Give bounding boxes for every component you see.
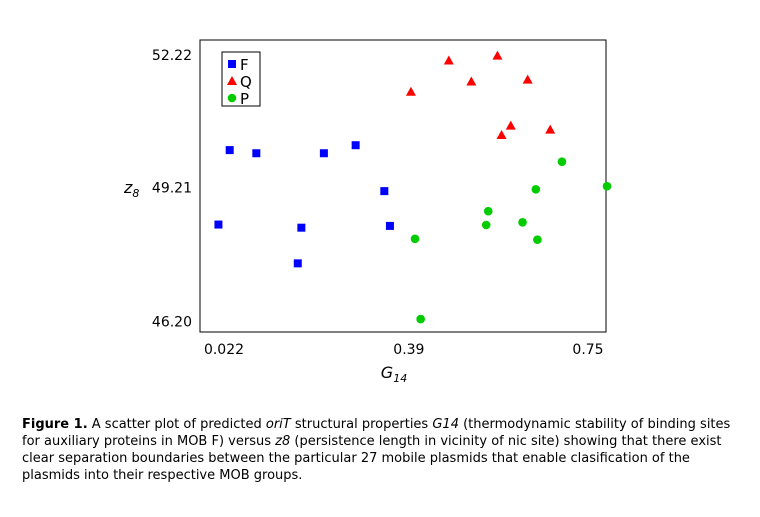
x-tick-label: 0.39 xyxy=(393,342,424,358)
y-tick-label: 46.20 xyxy=(152,315,192,331)
point-p xyxy=(518,218,527,227)
y-tick-label: 49.21 xyxy=(152,181,192,197)
y-axis-label-sub: 8 xyxy=(132,187,139,200)
point-p xyxy=(481,220,491,230)
point-q xyxy=(522,74,533,84)
figure-caption: Figure 1. A scatter plot of predicted or… xyxy=(22,416,742,484)
point-f xyxy=(380,187,389,196)
point-q xyxy=(545,124,556,134)
point-q xyxy=(443,55,454,65)
point-p xyxy=(410,234,420,244)
point-p xyxy=(483,206,493,216)
point-f xyxy=(225,146,234,155)
legend-marker-p xyxy=(227,93,237,103)
x-tick-label: 0.022 xyxy=(204,342,244,358)
ticks-layer: 0.022 0.39 0.75 52.22 49.21 46.20 xyxy=(152,48,604,358)
point-p xyxy=(602,181,612,191)
legend-label-q: Q xyxy=(240,73,252,91)
points-layer xyxy=(214,50,612,324)
point-f xyxy=(297,223,306,232)
point-p xyxy=(533,235,542,245)
legend: FQP xyxy=(221,51,261,108)
point-p xyxy=(531,185,541,194)
y-tick-label: 52.22 xyxy=(152,48,192,64)
point-f xyxy=(351,141,360,150)
caption-text-2: structural properties xyxy=(290,417,433,432)
point-f xyxy=(252,149,261,158)
point-q xyxy=(492,50,503,60)
caption-text-1: A scatter plot of predicted xyxy=(87,417,266,432)
caption-orit: oriT xyxy=(265,417,291,432)
point-f xyxy=(319,149,328,158)
point-q xyxy=(466,76,477,86)
legend-marker-q xyxy=(227,76,237,85)
point-f xyxy=(293,259,302,268)
point-p xyxy=(557,157,567,167)
caption-text-4: (persistence length in vicinity of nic s… xyxy=(22,434,722,483)
caption-text-3: (thermodynamic stability of binding site… xyxy=(22,417,731,449)
y-axis-label-main: z xyxy=(123,178,133,197)
point-q xyxy=(405,86,416,96)
plot-frame xyxy=(199,39,607,333)
legend-label-p: P xyxy=(240,90,249,108)
point-q xyxy=(505,120,516,130)
x-axis-label: G14 xyxy=(381,363,407,385)
point-q xyxy=(496,129,507,139)
point-p xyxy=(416,314,425,324)
x-axis-label-main: G xyxy=(381,363,393,382)
y-axis-label: z8 xyxy=(123,178,139,200)
x-axis-label-sub: 14 xyxy=(393,372,407,385)
caption-g14: G14 xyxy=(432,417,459,432)
point-f xyxy=(214,220,223,229)
x-tick-label: 0.75 xyxy=(572,342,603,358)
caption-z8: z8 xyxy=(275,434,291,449)
point-f xyxy=(385,221,394,230)
legend-marker-f xyxy=(228,60,236,68)
caption-label: Figure 1. xyxy=(22,417,88,432)
legend-label-f: F xyxy=(240,56,249,74)
scatter-chart: 0.022 0.39 0.75 52.22 49.21 46.20 FQP G14 z8 xyxy=(123,39,612,385)
